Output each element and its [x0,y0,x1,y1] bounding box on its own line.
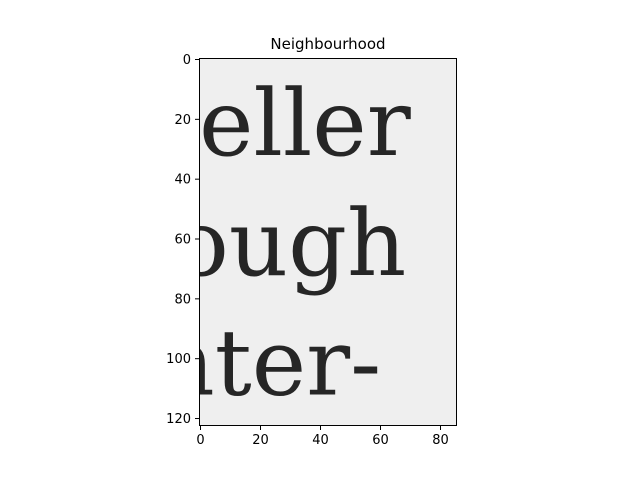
y-tick-label: 120 [166,412,191,427]
image-text-line: eller [199,70,411,177]
y-tick-label: 0 [183,53,191,68]
image-background [199,58,457,426]
x-tick-label: 60 [372,433,389,448]
x-axis: 0 20 40 60 80 [196,426,449,448]
y-tick-label: 80 [174,292,191,307]
image-text-line: ough [174,190,407,297]
image-text-line: nter- [156,310,382,417]
image-area: eller ough nter- [156,58,457,426]
y-axis: 0 20 40 60 80 100 120 [166,53,199,427]
x-tick-label: 80 [432,433,449,448]
x-tick-label: 40 [312,433,329,448]
x-tick-label: 0 [196,433,204,448]
y-tick-label: 60 [174,233,191,248]
y-tick-label: 20 [174,113,191,128]
axes-frame [199,58,457,426]
chart-title: Neighbourhood [270,35,385,53]
y-tick-label: 100 [166,352,191,367]
y-tick-label: 40 [174,173,191,188]
x-tick-label: 20 [252,433,269,448]
